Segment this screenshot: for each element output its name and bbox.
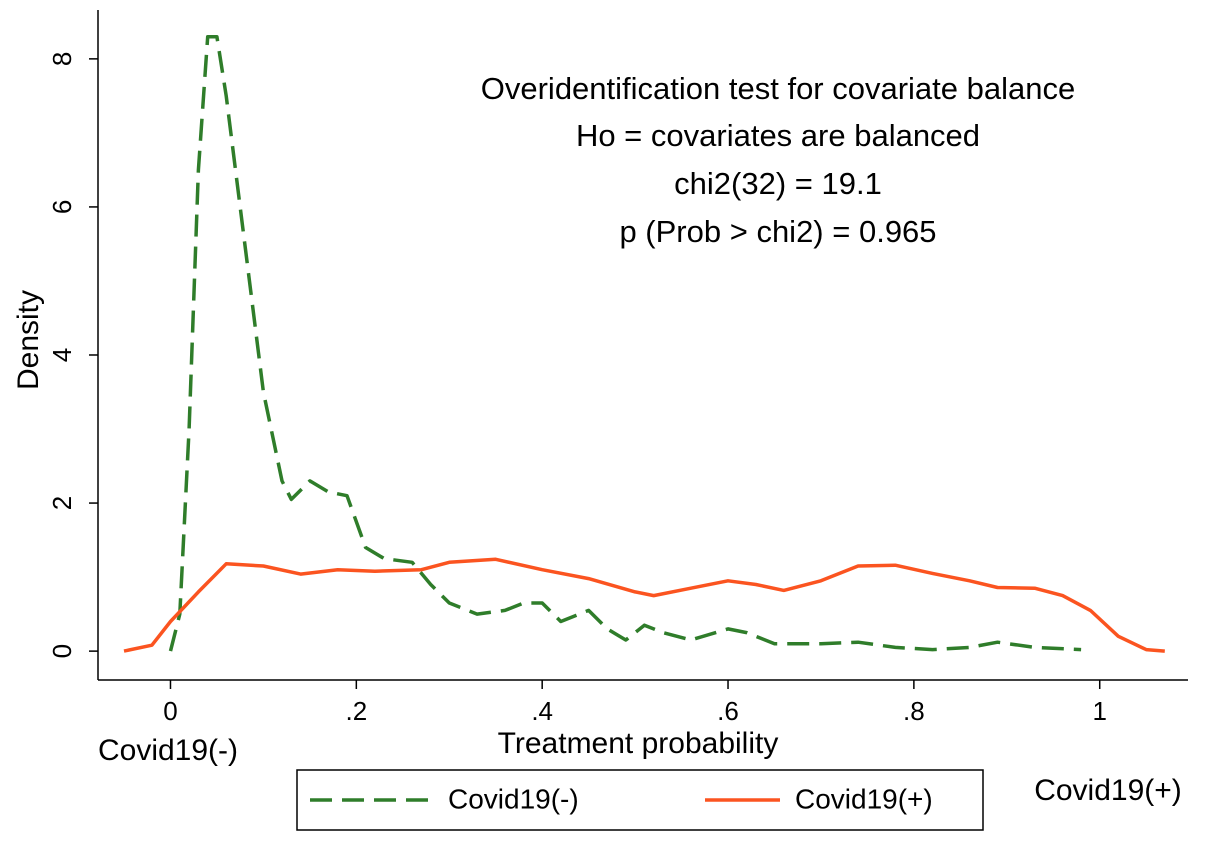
y-tick-label: 8 — [47, 52, 77, 66]
x-tick-label: .4 — [531, 696, 553, 726]
y-tick-label: 2 — [47, 496, 77, 510]
x-end-label: Covid19(+) — [1034, 774, 1182, 807]
annotation: p (Prob > chi2) = 0.965 — [619, 214, 936, 249]
x-tick-label: 1 — [1092, 696, 1106, 726]
x-tick-label: 0 — [163, 696, 177, 726]
x-end-label: Covid19(-) — [98, 734, 238, 767]
annotation: Ho = covariates are balanced — [576, 118, 980, 153]
legend-label: Covid19(-) — [448, 783, 579, 814]
y-tick-label: 6 — [47, 200, 77, 214]
y-tick-label: 4 — [47, 348, 77, 362]
y-tick-label: 0 — [47, 644, 77, 658]
density-line — [168, 34, 1082, 652]
x-tick-label: .8 — [903, 696, 925, 726]
density-line — [123, 557, 1165, 653]
x-axis-label: Treatment probability — [498, 727, 779, 760]
annotation: chi2(32) = 19.1 — [674, 166, 882, 201]
annotation: Overidentification test for covariate ba… — [481, 71, 1075, 106]
legend-label: Covid19(+) — [795, 783, 933, 814]
y-axis-label: Density — [12, 290, 45, 390]
x-tick-label: .2 — [345, 696, 367, 726]
x-tick-label: .6 — [717, 696, 739, 726]
